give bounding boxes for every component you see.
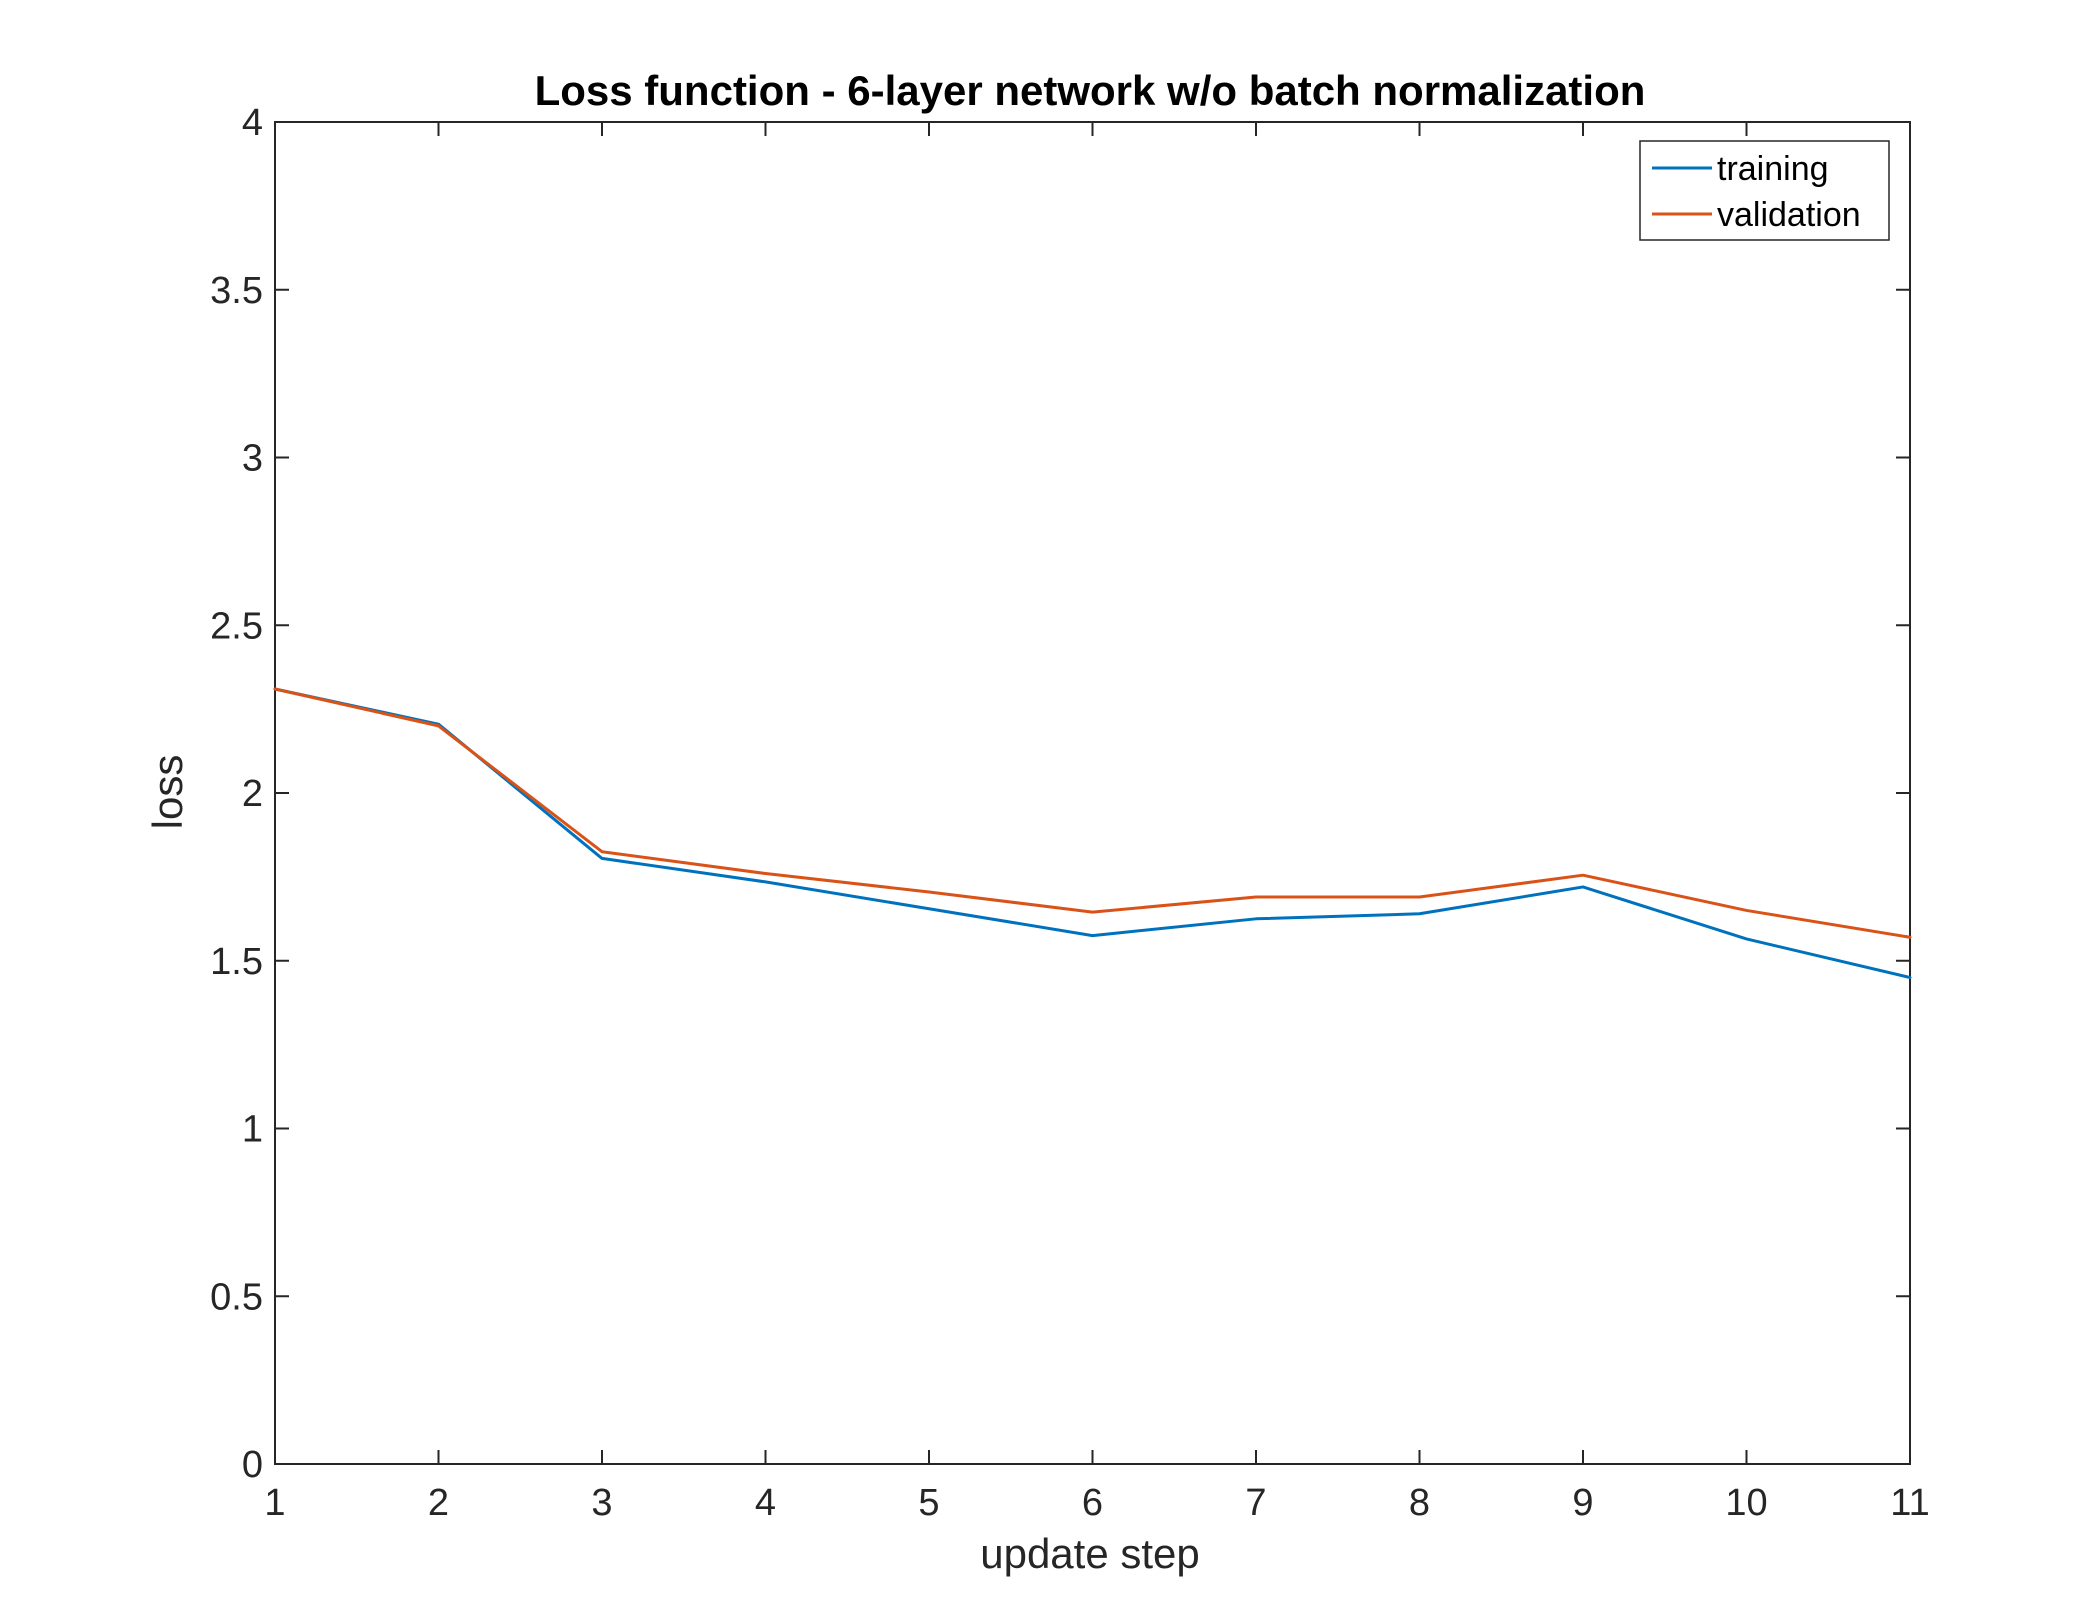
x-tick-label: 8 (1409, 1482, 1430, 1524)
x-tick-label: 2 (428, 1482, 449, 1524)
y-tick-label: 2 (242, 773, 263, 815)
y-tick-label: 1.5 (210, 941, 263, 983)
x-axis-label: update step (980, 1530, 1200, 1577)
x-tick-label: 5 (918, 1482, 939, 1524)
x-tick-label: 11 (1890, 1482, 1929, 1524)
legend-entry-training: training (1717, 150, 1829, 188)
y-tick-label: 4 (242, 102, 263, 144)
y-tick-labels: 0 0.5 1 1.5 2 2.5 3 3.5 4 (210, 102, 263, 1486)
series-lines (273, 687, 1912, 980)
legend-entry-validation: validation (1717, 196, 1861, 234)
y-tick-label: 0.5 (210, 1276, 263, 1318)
x-tick-labels: 1 2 3 4 5 6 7 8 9 10 11 (264, 1482, 1929, 1524)
legend: training validation (1639, 140, 1890, 241)
y-tick-label: 0 (242, 1444, 263, 1486)
y-tick-label: 2.5 (210, 605, 263, 647)
y-tick-label: 1 (242, 1109, 263, 1151)
y-axis-label: loss (144, 755, 191, 830)
x-tick-label: 9 (1572, 1482, 1593, 1524)
series-line-validation (273, 687, 1912, 939)
axis-ticks (274, 121, 1911, 1465)
x-tick-label: 6 (1082, 1482, 1103, 1524)
plot-area (274, 121, 1911, 1465)
y-tick-label: 3.5 (210, 270, 263, 312)
legend-box (1639, 140, 1890, 241)
series-line-training (273, 687, 1912, 980)
x-tick-label: 3 (591, 1482, 612, 1524)
x-tick-label: 10 (1725, 1482, 1767, 1524)
chart-title: Loss function - 6-layer network w/o batc… (535, 67, 1646, 114)
y-tick-label: 3 (242, 438, 263, 480)
x-tick-label: 7 (1245, 1482, 1266, 1524)
x-tick-label: 1 (264, 1482, 285, 1524)
x-tick-label: 4 (755, 1482, 776, 1524)
